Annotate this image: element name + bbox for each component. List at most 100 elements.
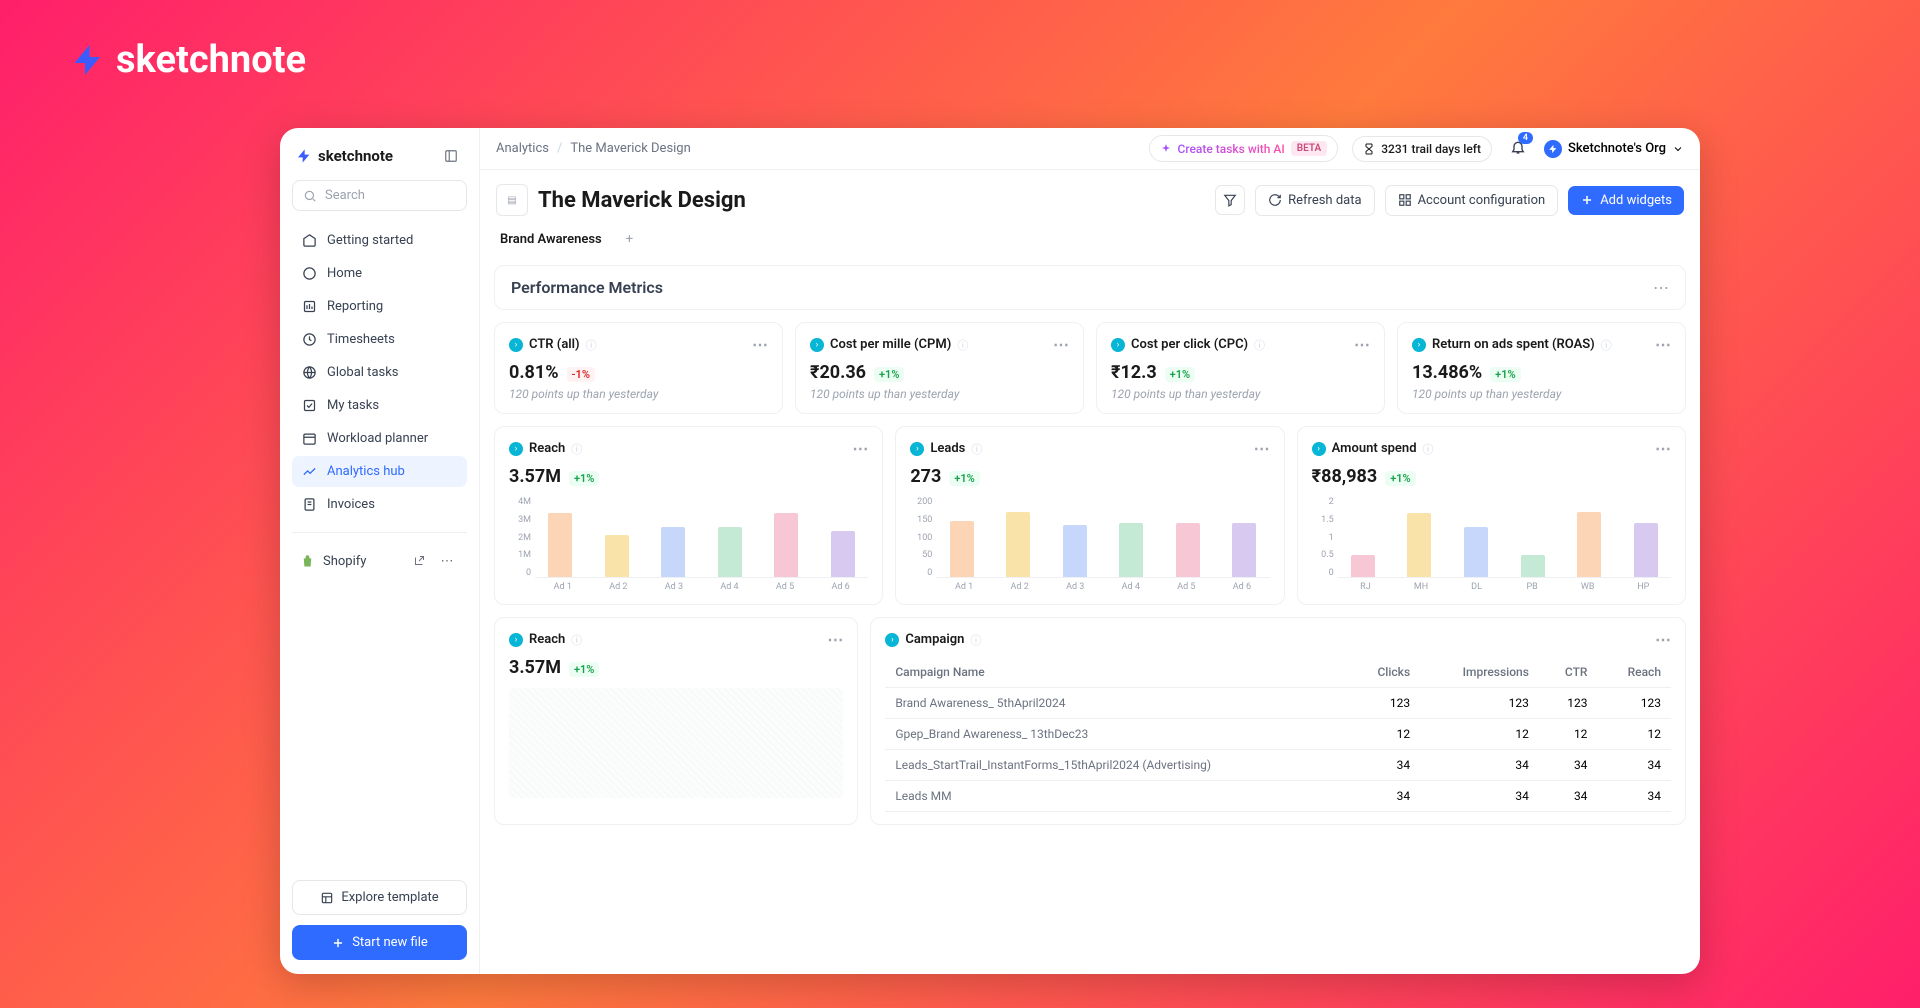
card-more-icon[interactable]: ⋯ [1053,335,1069,354]
bar [661,527,685,577]
refresh-data-button[interactable]: Refresh data [1255,185,1374,216]
sidebar: sketchnote Search Getting started Home [280,128,480,974]
bar [831,531,855,577]
filter-icon [1223,193,1237,207]
more-icon[interactable]: ⋯ [435,549,459,573]
notifications-button[interactable]: 4 [1506,135,1530,163]
sidebar-item-invoices[interactable]: Invoices [292,489,467,520]
section-more-icon[interactable]: ⋯ [1653,278,1669,297]
beta-badge: BETA [1291,141,1327,156]
outer-brand: sketchnote [116,38,306,82]
filter-button[interactable] [1215,185,1245,215]
campaign-table: Campaign NameClicksImpressionsCTRReach B… [885,657,1671,812]
metric-dot-icon: › [509,633,523,647]
breadcrumb-root[interactable]: Analytics [496,141,549,156]
chart-card: › Leads ⓘ ⋯ 273 +1% 200150100500 Ad 1Ad … [895,426,1284,605]
bar [1063,525,1087,577]
account-config-button[interactable]: Account configuration [1385,185,1559,216]
create-tasks-ai-button[interactable]: Create tasks with AI BETA [1149,135,1339,162]
bars [1338,497,1671,578]
integration-shopify[interactable]: Shopify ⋯ [292,543,467,579]
section-header: Performance Metrics ⋯ [494,265,1686,310]
bar [605,535,629,577]
shopify-icon [300,554,315,569]
metric-dot-icon: › [885,633,899,647]
card-more-icon[interactable]: ⋯ [752,335,768,354]
sidebar-item-getting-started[interactable]: Getting started [292,225,467,256]
bar [1521,555,1545,577]
metric-dot-icon: › [1111,338,1125,352]
card-more-icon[interactable]: ⋯ [1655,439,1671,458]
sidebar-item-workload-planner[interactable]: Workload planner [292,423,467,454]
table-row[interactable]: Leads_StartTrail_InstantForms_15thApril2… [885,750,1671,781]
bar [1407,513,1431,577]
page-icon[interactable]: ▤ [496,184,528,216]
info-icon[interactable]: ⓘ [571,632,582,648]
bar [548,513,572,577]
info-icon[interactable]: ⓘ [1423,441,1434,457]
info-icon[interactable]: ⓘ [971,441,982,457]
content: Performance Metrics ⋯ › CTR (all) ⓘ ⋯ 0.… [480,253,1700,974]
template-icon [320,891,334,905]
topbar: Analytics / The Maverick Design Create t… [480,128,1700,170]
getting-started-icon [302,233,317,248]
collapse-sidebar-icon[interactable] [439,144,463,168]
table-header: CTR [1539,657,1598,688]
divider [292,532,467,533]
card-more-icon[interactable]: ⋯ [1655,630,1671,649]
x-axis: RJMHDLPBWBHP [1338,578,1671,592]
sidebar-logo[interactable]: sketchnote [296,147,393,165]
trial-days[interactable]: 3231 trail days left [1352,136,1492,162]
info-icon[interactable]: ⓘ [1601,337,1612,353]
bar [1351,555,1375,577]
table-row[interactable]: Leads MM34343434 [885,781,1671,812]
bar [1232,523,1256,577]
info-icon[interactable]: ⓘ [1254,337,1265,353]
bolt-icon [296,148,312,164]
sidebar-item-timesheets[interactable]: Timesheets [292,324,467,355]
sidebar-item-home[interactable]: Home [292,258,467,289]
card-more-icon[interactable]: ⋯ [852,439,868,458]
card-more-icon[interactable]: ⋯ [827,630,843,649]
app-window: sketchnote Search Getting started Home [280,128,1700,974]
sidebar-item-global-tasks[interactable]: Global tasks [292,357,467,388]
hourglass-icon [1363,143,1375,155]
explore-template-button[interactable]: Explore template [292,880,467,915]
info-icon[interactable]: ⓘ [970,632,981,648]
metric-dot-icon: › [1312,442,1326,456]
chevron-down-icon [1672,143,1684,155]
add-widgets-button[interactable]: Add widgets [1568,186,1684,215]
add-tab-button[interactable]: + [620,226,639,253]
y-axis: 4M3M2M1M0 [509,497,531,592]
globe-icon [302,365,317,380]
bar [1176,523,1200,577]
card-more-icon[interactable]: ⋯ [1655,335,1671,354]
metric-dot-icon: › [1412,338,1426,352]
card-more-icon[interactable]: ⋯ [1354,335,1370,354]
sidebar-item-reporting[interactable]: Reporting [292,291,467,322]
bars [535,497,868,578]
planner-icon [302,431,317,446]
card-more-icon[interactable]: ⋯ [1254,439,1270,458]
sidebar-item-my-tasks[interactable]: My tasks [292,390,467,421]
table-header: Clicks [1348,657,1421,688]
org-selector[interactable]: Sketchnote's Org [1544,140,1684,158]
external-link-icon[interactable] [407,549,431,573]
info-icon[interactable]: ⓘ [586,337,597,353]
main: Analytics / The Maverick Design Create t… [480,128,1700,974]
search-input[interactable]: Search [292,180,467,211]
org-icon [1544,140,1562,158]
invoices-icon [302,497,317,512]
sidebar-item-analytics-hub[interactable]: Analytics hub [292,456,467,487]
table-header: Impressions [1420,657,1539,688]
table-row[interactable]: Gpep_Brand Awareness_ 13thDec2312121212 [885,719,1671,750]
table-row[interactable]: Brand Awareness_ 5thApril202412312312312… [885,688,1671,719]
info-icon[interactable]: ⓘ [957,337,968,353]
notif-badge: 4 [1518,132,1533,144]
refresh-icon [1268,193,1282,207]
table-header: Campaign Name [885,657,1347,688]
start-new-file-button[interactable]: Start new file [292,925,467,960]
tab-brand-awareness[interactable]: Brand Awareness [500,226,602,253]
breadcrumb: Analytics / The Maverick Design [496,141,691,156]
info-icon[interactable]: ⓘ [571,441,582,457]
